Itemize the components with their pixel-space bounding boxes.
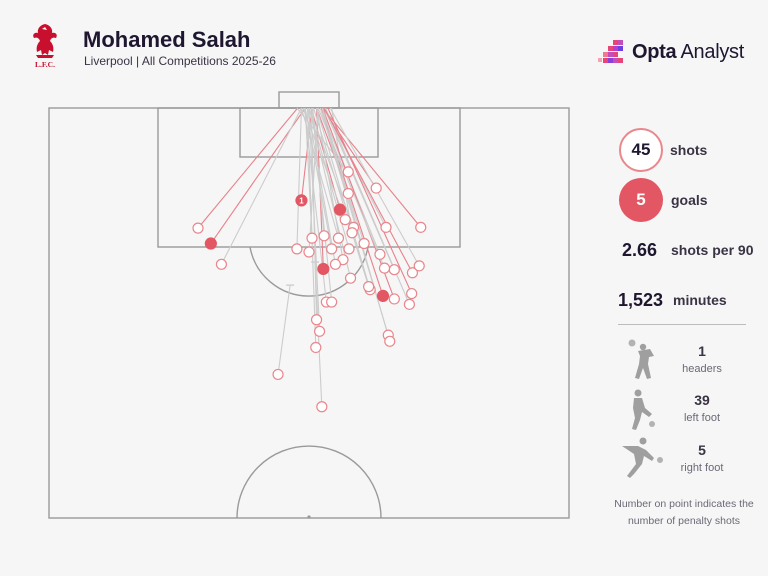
shot-point-43 bbox=[384, 335, 396, 347]
shot-line-44 bbox=[277, 285, 291, 375]
shot-point-45 bbox=[316, 401, 328, 413]
shot-point-26 bbox=[329, 258, 342, 270]
shot-point-37 bbox=[378, 262, 391, 274]
shot-map-chart: 1 bbox=[48, 91, 570, 519]
shot-point-44 bbox=[272, 368, 284, 381]
shot-point-36 bbox=[406, 267, 419, 279]
shot-line-22 bbox=[296, 107, 302, 249]
left-foot-count: 39 bbox=[694, 392, 710, 408]
shots-per-90-value: 2.66 bbox=[622, 240, 658, 260]
shot-point-1 bbox=[192, 222, 204, 234]
minutes-label: minutes bbox=[673, 292, 727, 308]
shot-point-16 bbox=[318, 230, 330, 242]
shot-point-41 bbox=[310, 341, 322, 354]
header-player-icon bbox=[628, 339, 654, 379]
shot-point-18 bbox=[346, 227, 358, 239]
shot-point-3 bbox=[215, 258, 228, 270]
shot-point-38 bbox=[413, 260, 425, 272]
shot-point-20 bbox=[343, 243, 355, 255]
shot-point-14 bbox=[415, 221, 427, 233]
shot-line-14 bbox=[322, 107, 422, 228]
shot-point-9 bbox=[342, 187, 354, 200]
goal-frame bbox=[278, 91, 340, 109]
penalty-footnote: Number on point indicates the number of … bbox=[614, 498, 754, 527]
header: L.F.C. Mohamed Salah Liverpool | All Com… bbox=[0, 0, 768, 90]
shot-line-41 bbox=[306, 107, 317, 348]
stats-panel: 45 shots 5 goals 2.66 shots per 90 1,523… bbox=[600, 0, 768, 576]
opta-pixel-mark-icon bbox=[598, 40, 623, 63]
shot-point-21 bbox=[326, 243, 338, 255]
left-foot-player-icon bbox=[632, 389, 655, 430]
shot-line-29 bbox=[316, 107, 371, 290]
left-foot-label: left foot bbox=[683, 412, 721, 424]
goal-point-7 bbox=[295, 194, 308, 207]
shots-label: shots bbox=[670, 142, 708, 158]
goals-label: goals bbox=[671, 192, 708, 208]
shot-point-17 bbox=[332, 232, 345, 244]
shot-point-35 bbox=[326, 296, 338, 308]
pitch-outline bbox=[48, 107, 570, 519]
brand-name-rest: Analyst bbox=[676, 41, 745, 63]
goal-point-5 bbox=[317, 262, 330, 276]
minutes-value: 1,523 bbox=[618, 290, 664, 310]
shot-point-8 bbox=[342, 166, 354, 178]
stats-divider bbox=[618, 324, 746, 325]
shot-point-31 bbox=[406, 287, 418, 300]
shot-point-15 bbox=[306, 232, 318, 244]
shot-line-36 bbox=[323, 107, 413, 274]
goal-point-6 bbox=[376, 289, 390, 302]
goal-point-4 bbox=[333, 203, 347, 216]
shot-line-1 bbox=[197, 107, 299, 229]
page-title: Mohamed Salah bbox=[83, 27, 251, 52]
shot-point-19 bbox=[358, 237, 370, 250]
shot-line-30 bbox=[313, 107, 370, 287]
shot-line-3 bbox=[220, 107, 302, 265]
shot-point-23 bbox=[303, 246, 315, 258]
shot-point-28 bbox=[344, 272, 357, 284]
goal-point-2 bbox=[204, 237, 217, 250]
shot-point-33 bbox=[403, 298, 416, 310]
shots-per-90-label: shots per 90 bbox=[671, 242, 754, 258]
shot-point-12 bbox=[380, 221, 392, 233]
shots-total-circle: 45 bbox=[619, 128, 663, 172]
shot-point-40 bbox=[313, 325, 326, 337]
shot-point-39 bbox=[310, 314, 323, 326]
page-subtitle: Liverpool | All Competitions 2025-26 bbox=[84, 54, 276, 68]
shot-points: 1 bbox=[192, 166, 427, 413]
shot-line-31 bbox=[327, 107, 413, 294]
shot-line-37 bbox=[317, 107, 386, 269]
shot-point-25 bbox=[374, 248, 386, 260]
shot-point-30 bbox=[363, 281, 375, 293]
centre-spot bbox=[307, 515, 311, 519]
right-foot-player-icon bbox=[622, 437, 663, 478]
shot-point-32 bbox=[388, 293, 400, 305]
shot-point-22 bbox=[291, 243, 303, 255]
club-logo-text: L.F.C. bbox=[35, 60, 55, 69]
right-foot-label: right foot bbox=[680, 462, 724, 474]
headers-count: 1 bbox=[698, 343, 706, 359]
shot-point-27 bbox=[388, 264, 400, 276]
centre-circle-arc bbox=[236, 445, 382, 519]
right-foot-count: 5 bbox=[698, 442, 706, 458]
goals-total-circle: 5 bbox=[619, 178, 663, 222]
shot-point-11 bbox=[339, 214, 351, 226]
shot-line-17 bbox=[300, 107, 339, 239]
brand-name-bold: Opta bbox=[632, 41, 677, 63]
penalty-count-label: 1 bbox=[299, 197, 304, 206]
shot-point-10 bbox=[370, 182, 382, 194]
shot-line-40 bbox=[308, 107, 321, 332]
penalty-arc bbox=[249, 246, 369, 297]
liverbird-logo-icon: L.F.C. bbox=[33, 24, 57, 69]
headers-label: headers bbox=[682, 363, 722, 375]
